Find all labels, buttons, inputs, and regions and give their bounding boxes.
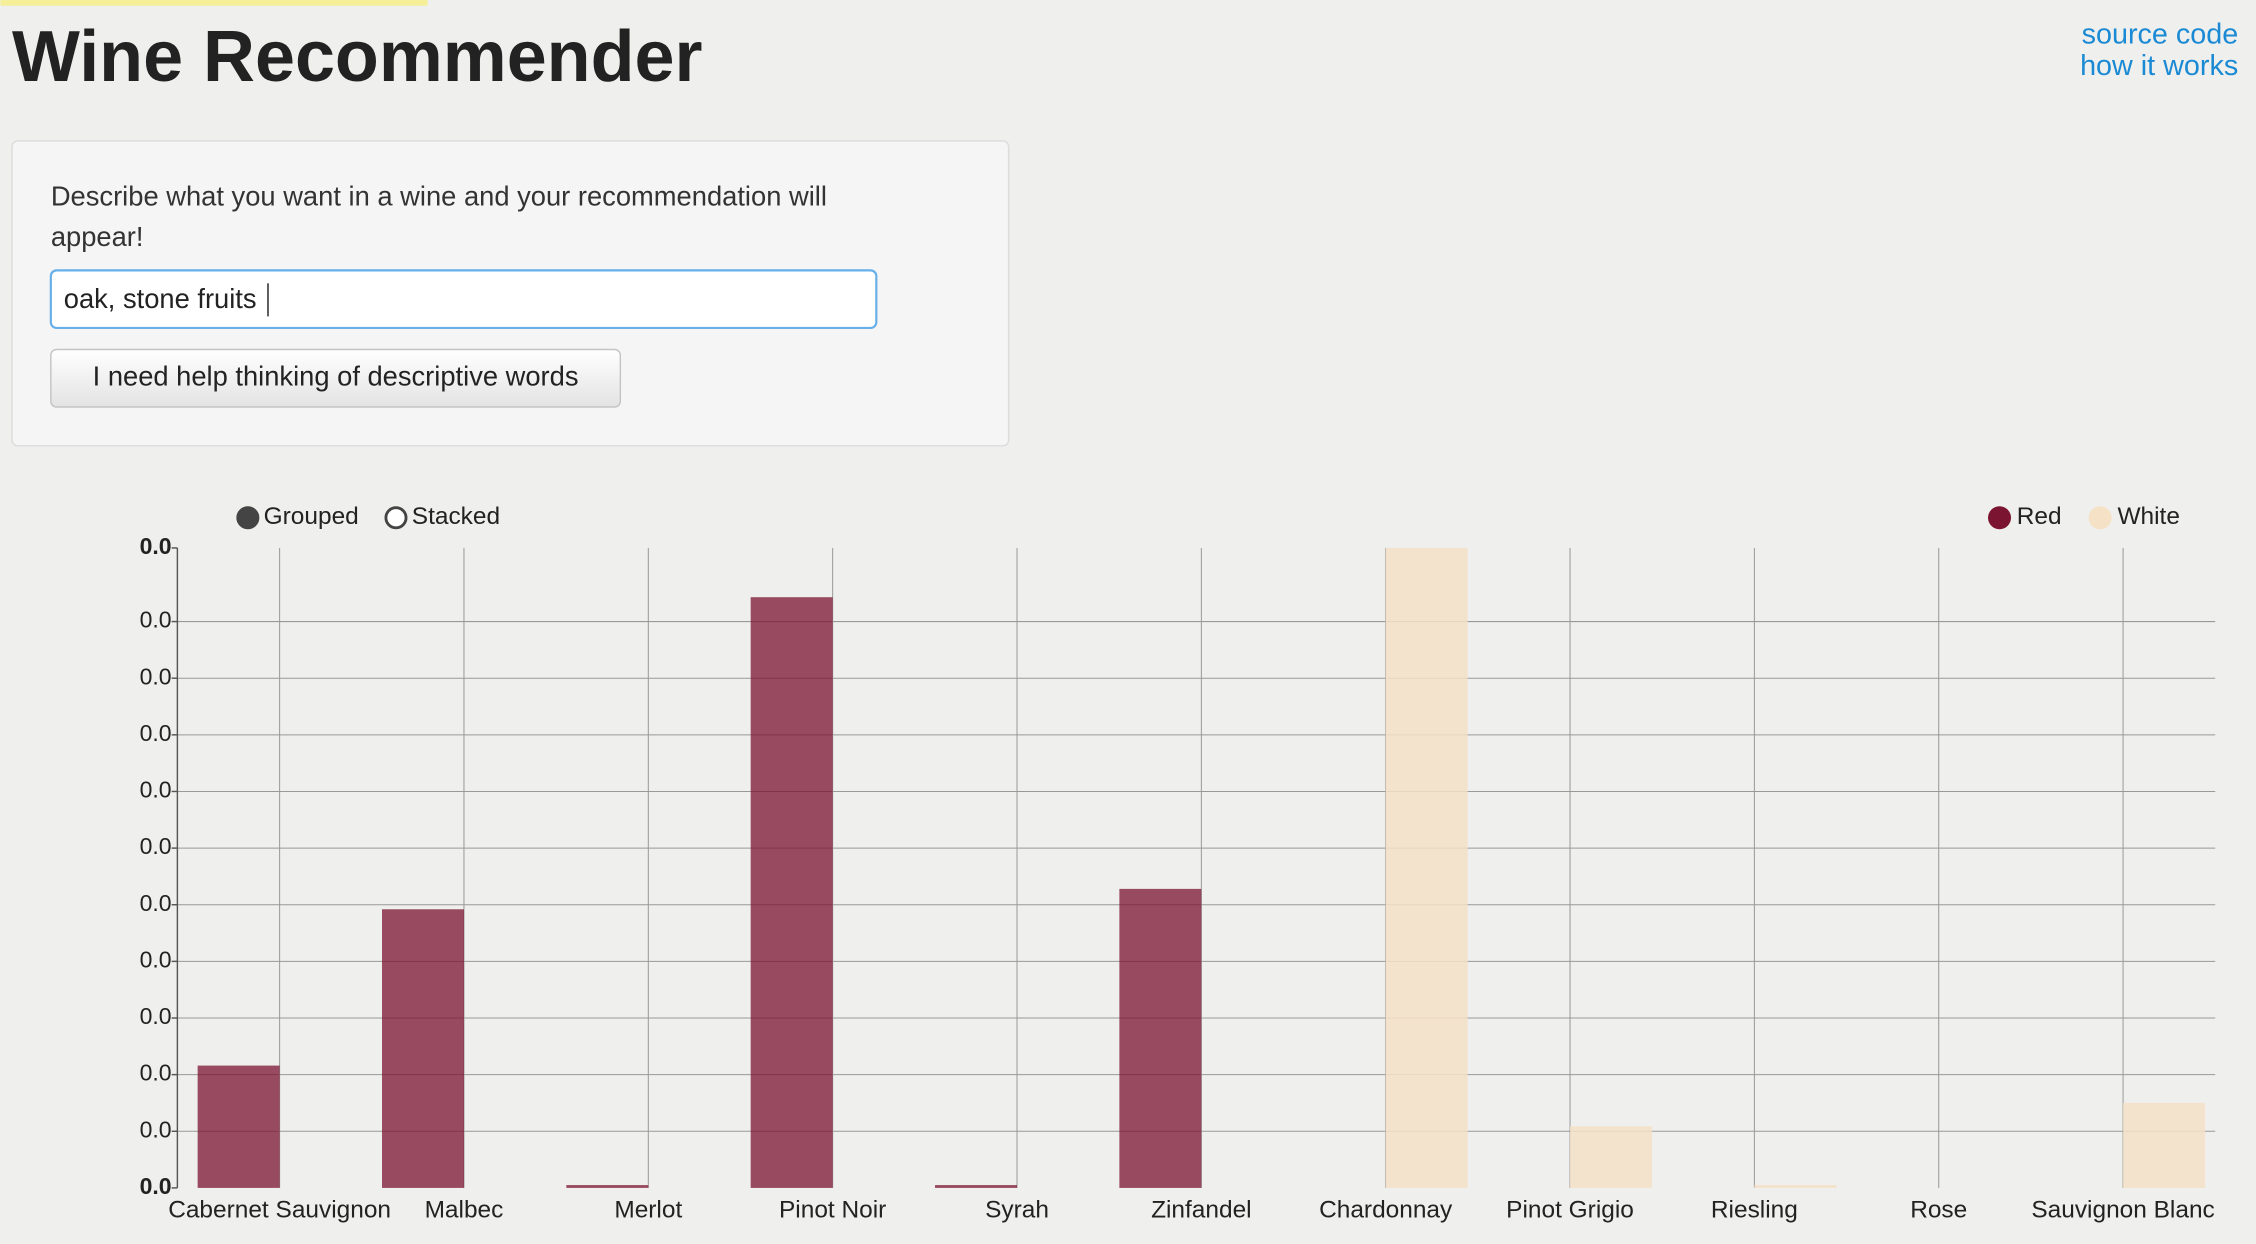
bar [1570,1126,1653,1188]
legend-label[interactable]: White [2117,503,2179,530]
y-tick-label: 0.0 [140,533,172,559]
prompt-box: Describe what you want in a wine and you… [50,182,827,254]
page-title: Wine Recommender [12,17,702,97]
legend-swatch[interactable] [2088,506,2112,530]
bar [1119,888,1202,1188]
x-tick-label: Zinfandel [1151,1196,1252,1223]
y-tick-label: 0.0 [140,663,172,689]
y-tick-label: 0.0 [140,890,172,916]
y-tick-label: 0.0 [140,1116,172,1142]
legend-swatch[interactable] [1988,506,2012,530]
y-tick-label: 0.0 [140,833,172,859]
bar [935,1185,1018,1188]
input-text: oak, stone fruits [64,283,257,314]
x-tick-label: Rose [1910,1196,1967,1223]
how-link[interactable]: how it works [2080,50,2238,82]
mode-radio[interactable] [384,506,408,530]
mode-label[interactable]: Stacked [412,503,500,530]
help-button[interactable] [50,348,622,408]
bar [750,597,833,1188]
bar [566,1185,649,1188]
x-tick-label: Chardonnay [1319,1196,1453,1223]
x-tick-label: Merlot [614,1196,682,1223]
y-tick-label: 0.0 [140,1060,172,1086]
bar [1385,547,1468,1188]
x-tick-label: Riesling [1711,1196,1798,1223]
source-link[interactable]: source code [2082,19,2239,51]
search-input[interactable] [49,269,878,329]
legend-label[interactable]: Red [2017,503,2062,530]
x-tick-label: Sauvignon Blanc [2031,1196,2214,1223]
x-tick-label: Cabernet Sauvignon [168,1196,391,1223]
mode-label[interactable]: Grouped [264,503,359,530]
bar [1754,1185,1837,1188]
y-tick-label: 0.0 [140,777,172,803]
top-tab [0,0,428,6]
x-tick-label: Pinot Noir [779,1196,886,1223]
bar [197,1065,280,1188]
mode-radio[interactable] [236,506,260,530]
x-tick-label: Syrah [985,1196,1049,1223]
prompt: Describe what you want in a wine and you… [50,182,827,254]
y-tick-label: 0.0 [140,946,172,972]
y-tick-label: 0.0 [140,1173,172,1199]
y-tick-label: 0.0 [140,607,172,633]
bar [2123,1102,2206,1188]
x-tick-label: Pinot Grigio [1506,1196,1634,1223]
y-tick-label: 0.0 [140,1003,172,1029]
help-button-label: I need help thinking of descriptive word… [93,360,579,391]
chart: 0.00.00.00.00.00.00.00.00.00.00.00.0Cabe… [140,503,2216,1223]
y-tick-label: 0.0 [140,720,172,746]
bar [381,909,464,1188]
x-tick-label: Malbec [425,1196,504,1223]
